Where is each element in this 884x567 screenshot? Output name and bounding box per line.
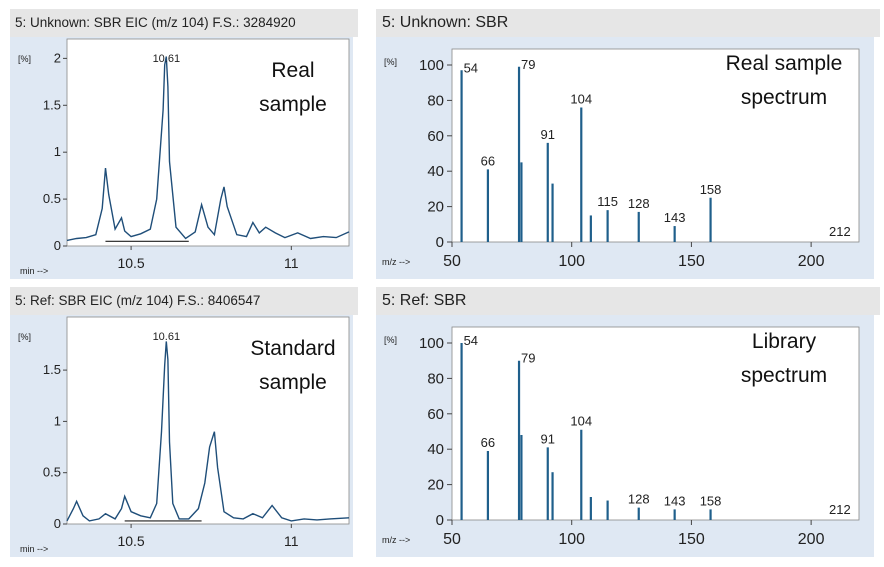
x-axis-label: min --> — [20, 266, 48, 276]
x-axis-label: m/z --> — [382, 257, 410, 267]
y-tick-label: 1.5 — [43, 97, 61, 112]
y-tick-label: 80 — [427, 92, 444, 109]
plot-area — [66, 316, 350, 525]
y-tick-label: 1 — [54, 144, 61, 159]
stick-label: 104 — [570, 414, 592, 429]
plot-area — [451, 326, 860, 521]
y-tick-label: 0 — [54, 516, 61, 531]
ms-real-title: 5: Unknown: SBR — [376, 9, 880, 37]
annotation-line-2: spectrum — [741, 86, 827, 109]
x-tick-label: 100 — [558, 253, 585, 270]
x-tick-label: 150 — [678, 531, 705, 548]
y-tick-label: 0.5 — [43, 191, 61, 206]
stick-label: 212 — [829, 224, 851, 239]
y-axis-label: [%] — [384, 57, 397, 67]
stick-label: 54 — [464, 60, 478, 75]
eic-ref-chart: 0 0.5 1 1.5 10.5 11 [%] min --> 10.61 Standard sam… — [18, 316, 350, 554]
stick-label: 158 — [700, 182, 722, 197]
stick-label: 79 — [521, 57, 535, 72]
y-axis-label: [%] — [18, 332, 31, 342]
annotation-line-1: Real sample — [726, 52, 843, 75]
stick-label: 54 — [464, 333, 478, 348]
x-tick-label: 50 — [443, 253, 461, 270]
ms-ref-chart: 0 20 40 60 80 100 50 100 150 200 [%] m/z --> 54 66 79 9… — [382, 326, 860, 548]
ms-real-chart: 0 20 40 60 80 100 50 100 150 200 [%] m/z --> 54 66 79 9… — [382, 48, 860, 270]
annotation-line-2: sample — [259, 93, 327, 116]
y-tick-label: 80 — [427, 370, 444, 387]
y-tick-label: 20 — [427, 477, 444, 494]
stick-label: 128 — [628, 196, 650, 211]
annotation-line-1: Library — [752, 330, 817, 353]
stick-label: 143 — [664, 210, 686, 225]
stick-label: 143 — [664, 493, 686, 508]
stick-label: 128 — [628, 492, 650, 507]
eic-real-chart: 0 0.5 1 1.5 2 10.5 11 [%] min --> 10.61 Real sample — [18, 38, 350, 276]
y-tick-label: 1 — [54, 413, 61, 428]
stick-label: 66 — [481, 153, 495, 168]
stick-label: 91 — [541, 127, 555, 142]
annotation-line-1: Real — [271, 59, 314, 82]
stick-label: 212 — [829, 502, 851, 517]
x-tick-label: 200 — [798, 253, 825, 270]
y-tick-label: 0.5 — [43, 465, 61, 480]
annotation-line-1: Standard — [250, 337, 335, 360]
y-tick-label: 2 — [54, 50, 61, 65]
y-tick-label: 40 — [427, 441, 444, 458]
x-tick-label: 11 — [284, 255, 299, 271]
x-tick-label: 100 — [558, 531, 585, 548]
x-tick-label: 10.5 — [117, 533, 144, 549]
x-tick-label: 11 — [284, 533, 299, 549]
y-tick-label: 100 — [419, 335, 444, 352]
x-tick-label: 10.5 — [117, 255, 144, 271]
x-axis-label: min --> — [20, 544, 48, 554]
plot-area — [451, 48, 860, 243]
y-tick-label: 20 — [427, 199, 444, 216]
y-axis-label: [%] — [18, 54, 31, 64]
x-tick-label: 150 — [678, 253, 705, 270]
eic-ref-title: 5: Ref: SBR EIC (m/z 104) F.S.: 8406547 — [10, 287, 358, 315]
plot-area — [66, 38, 350, 247]
y-tick-label: 60 — [427, 128, 444, 145]
peak-label: 10.61 — [153, 331, 181, 343]
eic-real-title: 5: Unknown: SBR EIC (m/z 104) F.S.: 3284… — [10, 9, 358, 37]
y-tick-label: 1.5 — [43, 362, 61, 377]
stick-label: 91 — [541, 431, 555, 446]
stick-label: 158 — [700, 493, 722, 508]
y-tick-label: 100 — [419, 57, 444, 74]
ms-ref-title: 5: Ref: SBR — [376, 287, 880, 315]
stick-label: 115 — [597, 194, 618, 209]
annotation-line-2: sample — [259, 371, 327, 394]
y-tick-label: 60 — [427, 406, 444, 423]
stick-label: 104 — [570, 91, 592, 106]
x-tick-label: 200 — [798, 531, 825, 548]
x-axis-label: m/z --> — [382, 535, 410, 545]
stick-label: 79 — [521, 351, 535, 366]
y-tick-label: 40 — [427, 163, 444, 180]
y-tick-label: 0 — [436, 512, 444, 529]
y-tick-label: 0 — [54, 238, 61, 253]
stick-label: 66 — [481, 435, 495, 450]
eic-trace — [66, 341, 350, 522]
y-tick-label: 0 — [436, 234, 444, 251]
annotation-line-2: spectrum — [741, 364, 827, 387]
peak-label: 10.61 — [153, 53, 181, 65]
y-axis-label: [%] — [384, 335, 397, 345]
x-tick-label: 50 — [443, 531, 461, 548]
eic-trace — [66, 56, 350, 242]
